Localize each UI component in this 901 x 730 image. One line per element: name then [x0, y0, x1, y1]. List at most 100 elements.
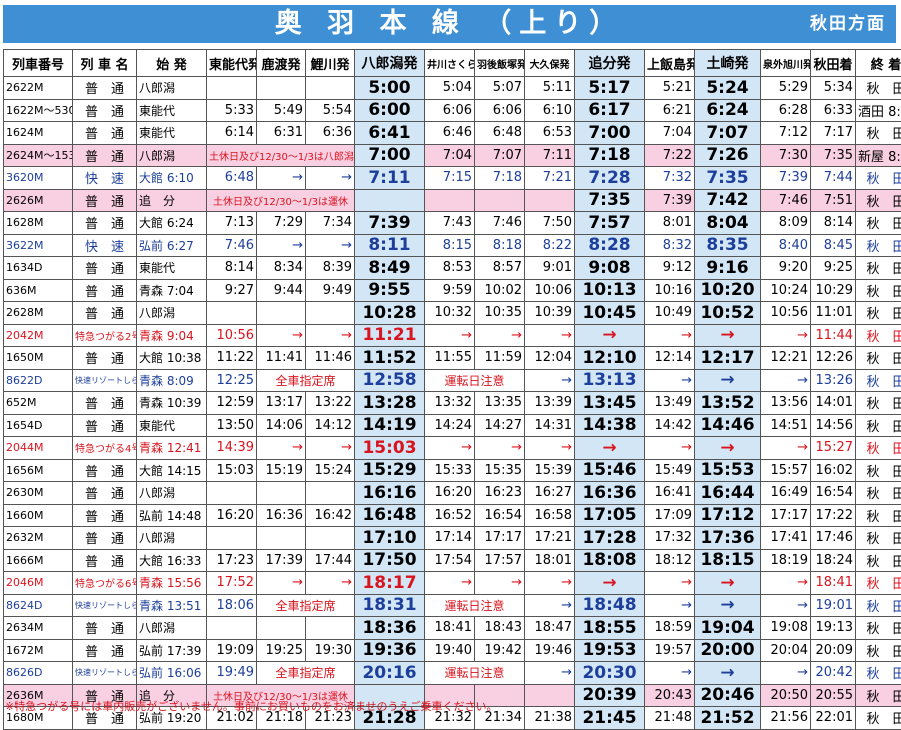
column-header: 鯉川発 — [306, 50, 355, 77]
train-number: 1622M～530M — [4, 99, 73, 122]
train-name: 特急つがる4号 — [73, 437, 137, 460]
time-cell: 10:56 — [761, 302, 811, 325]
time-cell: 18:12 — [645, 549, 695, 572]
column-header: 上飯島発 — [645, 50, 695, 77]
time-cell: 8:34 — [257, 257, 306, 280]
time-cell: 7:28 — [575, 167, 645, 190]
time-cell: 13:56 — [761, 392, 811, 415]
table-row: 8624D快速リゾートしらかみ4号青森 13:5118:06全車指定席18:31… — [4, 594, 901, 617]
origin: 大館 6:24 — [137, 212, 207, 235]
time-cell: 15:03 — [207, 459, 257, 482]
time-cell: → — [695, 572, 761, 595]
note-cell: 運転日注意 — [425, 662, 525, 685]
time-cell: → — [695, 369, 761, 392]
time-cell: 16:02 — [811, 459, 856, 482]
time-cell: 7:22 — [645, 144, 695, 167]
destination: 秋 田 — [856, 302, 901, 325]
train-name: 普 通 — [73, 77, 137, 100]
time-cell: 19:57 — [645, 639, 695, 662]
train-name: 普 通 — [73, 189, 137, 212]
time-cell: 10:56 — [207, 324, 257, 347]
time-cell: 21:52 — [695, 707, 761, 730]
time-cell: 15:29 — [355, 459, 425, 482]
time-cell: 7:18 — [575, 144, 645, 167]
destination: 新屋 8:04 — [856, 144, 901, 167]
time-cell — [207, 617, 257, 640]
time-cell: 8:04 — [695, 212, 761, 235]
train-name: 普 通 — [73, 459, 137, 482]
time-cell: 8:40 — [761, 234, 811, 257]
time-cell: 17:41 — [761, 527, 811, 550]
time-cell: 19:49 — [207, 662, 257, 685]
train-number: 8624D — [4, 594, 73, 617]
time-cell: → — [761, 324, 811, 347]
time-cell: → — [475, 572, 525, 595]
train-name: 普 通 — [73, 347, 137, 370]
time-cell: 16:48 — [355, 504, 425, 527]
time-cell: → — [475, 324, 525, 347]
time-cell: 5:33 — [207, 99, 257, 122]
destination: 秋 田 — [856, 414, 901, 437]
time-cell: 17:44 — [306, 549, 355, 572]
time-cell: → — [475, 437, 525, 460]
origin: 青森 15:56 — [137, 572, 207, 595]
time-cell: 5:04 — [425, 77, 475, 100]
time-cell: 5:24 — [695, 77, 761, 100]
time-cell: 15:24 — [306, 459, 355, 482]
time-cell: 17:57 — [475, 549, 525, 572]
time-cell: 18:48 — [575, 594, 645, 617]
time-cell: 17:05 — [575, 504, 645, 527]
time-cell: → — [525, 437, 575, 460]
time-cell — [207, 527, 257, 550]
time-cell: 17:10 — [355, 527, 425, 550]
time-cell: 7:50 — [525, 212, 575, 235]
origin: 弘前 14:48 — [137, 504, 207, 527]
time-cell: 17:50 — [355, 549, 425, 572]
time-cell: 20:30 — [575, 662, 645, 685]
time-cell: 7:12 — [761, 122, 811, 145]
time-cell: 10:49 — [645, 302, 695, 325]
time-cell: 7:21 — [525, 167, 575, 190]
train-name: 普 通 — [73, 617, 137, 640]
time-cell: 10:02 — [475, 279, 525, 302]
time-cell: 18:08 — [575, 549, 645, 572]
column-header: 東能代発 — [207, 50, 257, 77]
note-cell: 土休日及び12/30～1/3は八郎潟～秋田間運休 — [207, 144, 355, 167]
time-cell — [257, 527, 306, 550]
time-cell: 7:18 — [475, 167, 525, 190]
time-cell: 7:35 — [575, 189, 645, 212]
direction-label: 秋田方面 — [810, 5, 886, 43]
time-cell: 12:59 — [207, 392, 257, 415]
time-cell: 18:55 — [575, 617, 645, 640]
time-cell: 17:23 — [207, 549, 257, 572]
time-cell: 20:09 — [811, 639, 856, 662]
time-cell: 9:59 — [425, 279, 475, 302]
train-name: 普 通 — [73, 122, 137, 145]
time-cell: → — [257, 324, 306, 347]
train-name: 快 速 — [73, 234, 137, 257]
origin: 青森 9:04 — [137, 324, 207, 347]
time-cell: 9:16 — [695, 257, 761, 280]
time-cell: 6:21 — [645, 99, 695, 122]
time-cell: 13:17 — [257, 392, 306, 415]
train-number: 2622M — [4, 77, 73, 100]
time-cell: 18:31 — [355, 594, 425, 617]
origin: 八郎潟 — [137, 617, 207, 640]
time-cell: 8:11 — [355, 234, 425, 257]
train-number: 1656M — [4, 459, 73, 482]
train-name: 普 通 — [73, 639, 137, 662]
time-cell: 21:45 — [575, 707, 645, 730]
time-cell: 5:17 — [575, 77, 645, 100]
train-number: 1624M — [4, 122, 73, 145]
origin: 青森 7:04 — [137, 279, 207, 302]
destination: 秋 田 — [856, 234, 901, 257]
time-cell: 6:33 — [811, 99, 856, 122]
